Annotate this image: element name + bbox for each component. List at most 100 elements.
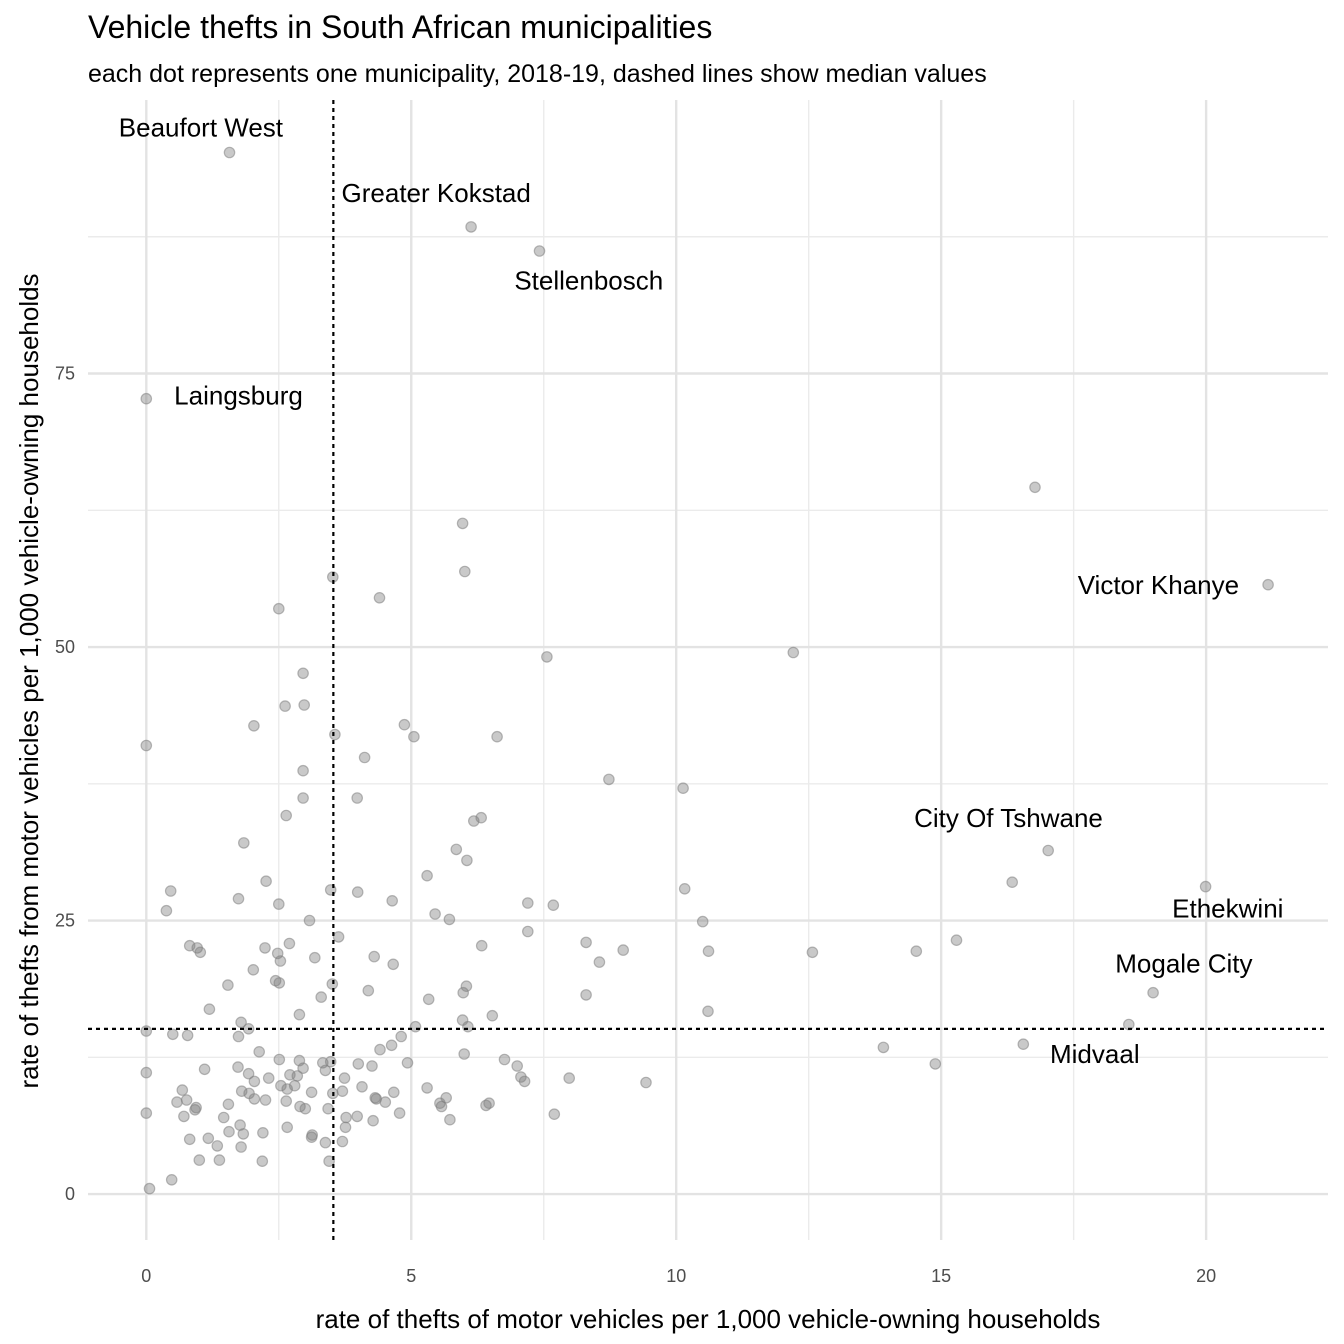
- data-point: [929, 1058, 942, 1070]
- data-point: [281, 1121, 293, 1134]
- data-point: [387, 958, 399, 971]
- data-point: [181, 1029, 194, 1042]
- data-point: [303, 914, 316, 927]
- data-point: [521, 925, 534, 938]
- data-point: [140, 739, 153, 752]
- data-point: [235, 1016, 247, 1029]
- data-point: [315, 991, 327, 1003]
- data-point: [1199, 880, 1212, 893]
- data-point: [603, 773, 615, 786]
- data-point: [498, 1053, 511, 1066]
- y-tick-label: 25: [55, 911, 75, 931]
- data-point: [356, 1081, 368, 1093]
- data-point: [260, 875, 272, 887]
- data-point: [387, 1086, 400, 1099]
- data-point: [393, 1107, 406, 1119]
- data-point: [351, 1110, 363, 1123]
- data-point: [548, 1108, 561, 1120]
- data-point: [272, 898, 285, 910]
- data-point: [367, 1114, 379, 1127]
- data-point: [336, 1135, 349, 1148]
- data-point: [486, 1009, 499, 1022]
- data-point: [280, 1095, 292, 1107]
- data-point: [140, 1025, 153, 1037]
- data-point: [580, 936, 592, 949]
- data-point: [521, 897, 534, 909]
- data-point: [950, 934, 963, 946]
- data-point: [178, 1110, 190, 1123]
- data-point: [541, 651, 553, 663]
- data-point: [194, 946, 207, 959]
- data-point: [253, 1046, 266, 1058]
- point-label: Midvaal: [1050, 1039, 1140, 1069]
- data-point: [202, 1132, 215, 1145]
- data-point: [164, 885, 177, 897]
- data-point: [176, 1084, 189, 1096]
- data-point: [232, 892, 245, 905]
- x-tick-label: 0: [141, 1266, 151, 1286]
- data-point: [298, 699, 310, 711]
- data-point: [408, 730, 420, 743]
- data-point: [242, 1067, 255, 1080]
- data-point: [222, 1098, 235, 1111]
- data-point: [211, 1140, 224, 1152]
- data-point: [368, 950, 380, 963]
- data-point: [167, 1028, 179, 1041]
- data-point: [458, 565, 471, 578]
- data-point: [462, 1020, 474, 1033]
- data-point: [421, 1082, 433, 1094]
- data-point: [273, 977, 286, 989]
- data-point: [223, 146, 236, 159]
- data-point: [280, 809, 292, 822]
- data-point: [305, 1131, 318, 1143]
- data-point: [339, 1121, 352, 1134]
- data-point: [238, 837, 250, 849]
- data-point: [171, 1096, 183, 1108]
- data-point: [1042, 844, 1054, 857]
- data-point: [338, 1072, 351, 1084]
- data-point: [248, 1093, 261, 1105]
- data-point: [421, 869, 433, 882]
- data-point: [222, 979, 234, 991]
- point-labels: Beaufort West Greater Kokstad Stellenbosch…: [119, 112, 1284, 1069]
- data-point: [518, 1075, 531, 1088]
- data-point: [702, 945, 715, 957]
- data-point: [329, 728, 341, 741]
- data-point: [274, 955, 287, 967]
- data-point: [275, 1079, 287, 1092]
- data-point: [140, 1107, 153, 1119]
- data-point: [259, 942, 271, 954]
- data-point: [324, 1055, 337, 1068]
- data-point: [458, 1048, 470, 1060]
- data-point: [362, 984, 375, 997]
- data-point: [429, 908, 441, 920]
- data-point: [291, 1070, 304, 1082]
- data-point: [272, 602, 285, 615]
- data-point: [580, 989, 592, 1001]
- data-point: [398, 718, 411, 731]
- data-point: [193, 1154, 206, 1166]
- point-label: Laingsburg: [174, 380, 303, 410]
- data-point: [140, 1066, 153, 1079]
- y-axis-title: rate of thefts from motor vehicles per 1…: [14, 273, 44, 1088]
- data-point: [1147, 986, 1159, 999]
- data-point: [297, 792, 309, 804]
- data-point: [319, 1064, 332, 1077]
- data-point: [143, 1182, 156, 1195]
- data-point: [257, 1127, 269, 1139]
- data-point: [319, 1136, 332, 1149]
- point-label: Mogale City: [1115, 948, 1252, 978]
- data-point: [1006, 876, 1018, 888]
- data-point: [787, 646, 800, 659]
- chart-subtitle: each dot represents one municipality, 20…: [88, 60, 987, 88]
- point-label: Beaufort West: [119, 112, 284, 142]
- data-point: [385, 1039, 398, 1052]
- data-point: [140, 392, 153, 405]
- data-point: [273, 1053, 286, 1066]
- data-point: [232, 1061, 244, 1073]
- data-point: [297, 667, 309, 680]
- data-point: [460, 980, 473, 992]
- data-point: [351, 886, 364, 898]
- data-point: [422, 993, 435, 1006]
